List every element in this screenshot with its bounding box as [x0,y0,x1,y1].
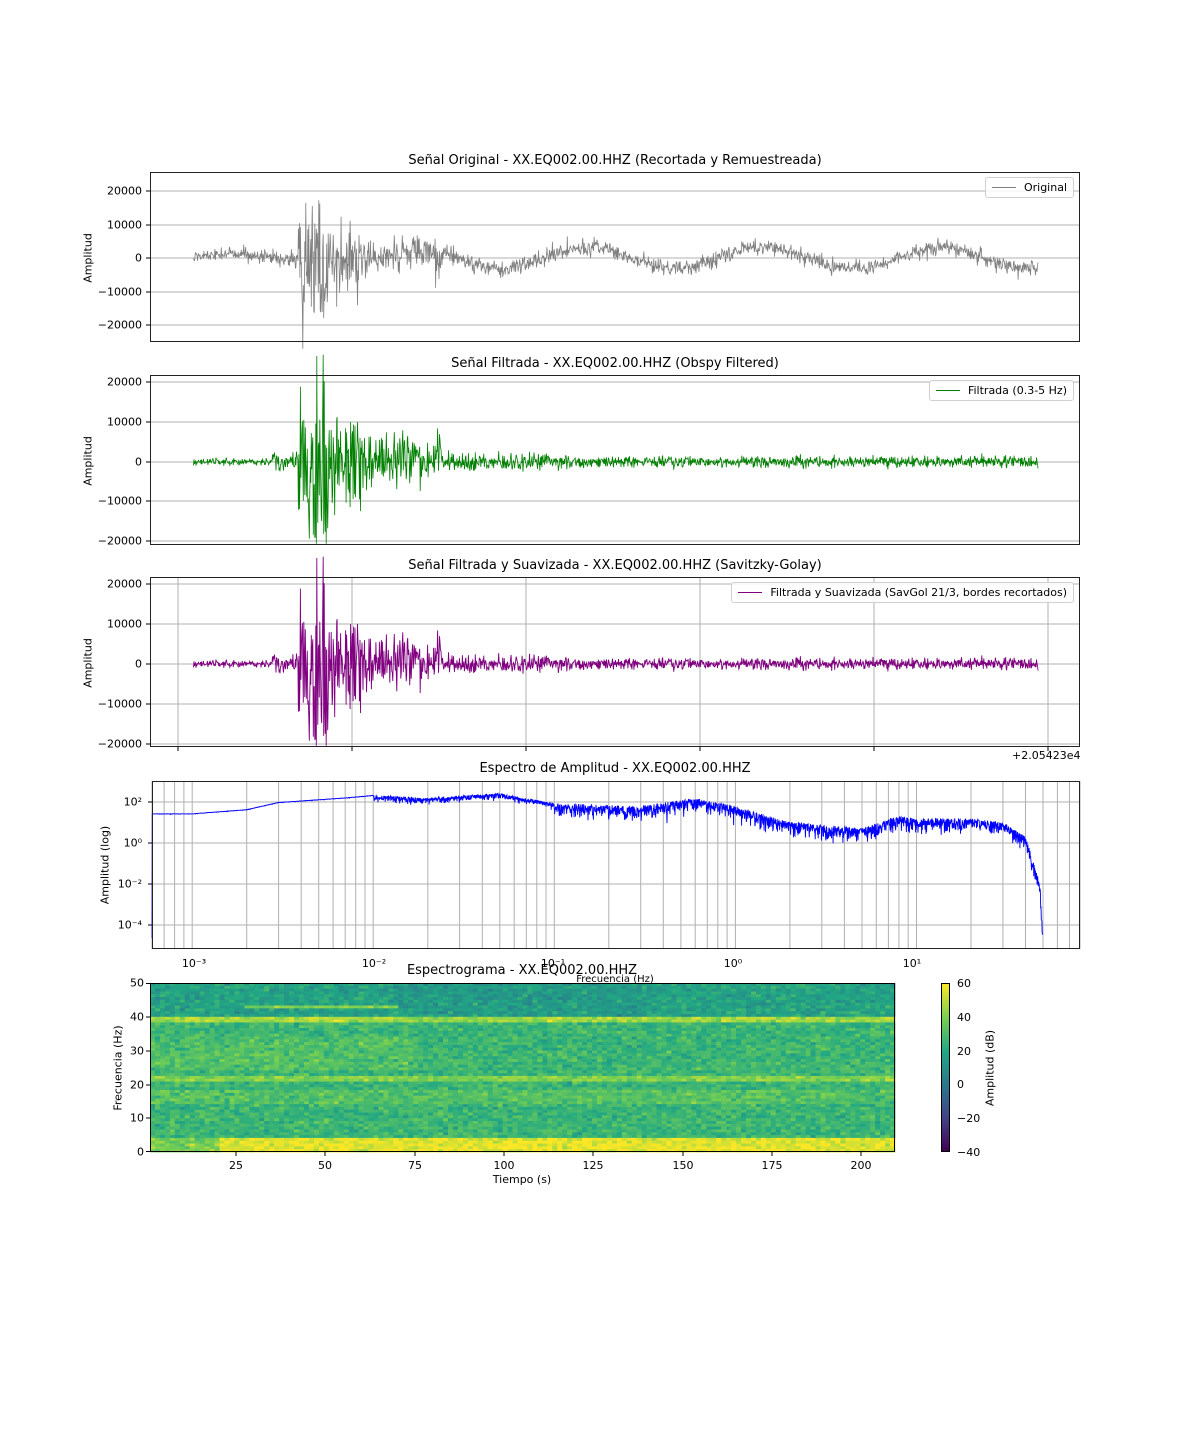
legend-label: Original [1023,181,1067,194]
ytick: 20000 [107,184,142,198]
xtick: 25 [229,1159,243,1172]
ytick: −20000 [97,737,142,751]
colorbar-tick: 40 [957,1011,971,1024]
ytick: 0 [135,251,142,265]
panel-original-ylabel: Amplitud [81,233,95,283]
panel-spectrogram-ylabel: Frecuencia (Hz) [111,1025,125,1111]
x-offset-text: +2.05423e4 [1012,749,1081,762]
ytick: 10² [123,795,142,809]
ytick: −20000 [97,318,142,332]
ytick: 0 [135,455,142,469]
ytick: 10⁰ [123,836,142,850]
panel-filtered-title: Señal Filtrada - XX.EQ002.00.HHZ (Obspy … [451,356,779,371]
colorbar-tick: 0 [957,1078,964,1091]
legend-label: Filtrada (0.3-5 Hz) [967,384,1067,397]
xtick: 200 [850,1159,872,1172]
ytick: 10000 [107,218,142,232]
panel-spectrum-xlabel: Frecuencia (Hz) [576,974,654,985]
panel-filtered-plot [146,354,1080,545]
colorbar-tick: 20 [957,1045,971,1058]
xtick: 175 [761,1159,783,1172]
legend-line-icon [738,592,763,593]
ytick: 10000 [107,617,142,631]
xtick: 50 [318,1159,332,1172]
xtick: 10⁻³ [181,957,207,970]
panel-spectrum-title: Espectro de Amplitud - XX.EQ002.00.HHZ [479,761,751,776]
panel-spectrum-ylabel: Amplitud (log) [98,825,112,905]
legend-label: Filtrada y Suavizada (SavGol 21/3, borde… [770,586,1067,599]
xtick: 10⁻¹ [540,957,566,970]
panel-smoothed-title: Señal Filtrada y Suavizada - XX.EQ002.00… [408,558,822,573]
ytick: 10⁻² [117,877,142,891]
xtick: 10⁰ [723,957,743,970]
ytick: 10 [130,1111,144,1125]
legend-line-icon [935,390,960,391]
legend-line-icon [991,187,1016,188]
xtick: 10¹ [902,957,922,970]
panel-spectrogram-xlabel: Tiempo (s) [492,1173,552,1186]
panel-original-plot [146,172,1080,349]
xtick: 150 [672,1159,694,1172]
panel-spectrum-plot [148,781,1081,949]
ytick: 30 [130,1044,144,1058]
ytick: 10000 [107,415,142,429]
ytick: −10000 [97,494,142,508]
panel-original-title: Señal Original - XX.EQ002.00.HHZ (Recort… [408,153,822,168]
ytick: −10000 [97,697,142,711]
ytick: 10⁻⁴ [117,918,142,932]
ytick: 20 [130,1078,144,1092]
ytick: 20000 [107,577,142,591]
ytick: 20000 [107,375,142,389]
ytick: 50 [130,976,144,990]
ytick: 40 [130,1010,144,1024]
xtick: 10⁻² [361,957,387,970]
panel-spectrogram-heatmap [146,983,896,1156]
ytick: −20000 [97,534,142,548]
ytick: 0 [137,1145,144,1159]
panel-filtered-legend: Filtrada (0.3-5 Hz) [928,380,1074,401]
ytick: 0 [135,657,142,671]
panel-filtered-ylabel: Amplitud [81,436,95,486]
colorbar-label: Amplitud (dB) [983,1029,997,1107]
panel-smoothed-ylabel: Amplitud [81,638,95,688]
panel-smoothed-legend: Filtrada y Suavizada (SavGol 21/3, borde… [731,582,1074,603]
xtick: 75 [408,1159,422,1172]
ytick: −10000 [97,285,142,299]
xtick: 125 [582,1159,604,1172]
xtick: 100 [493,1159,515,1172]
colorbar [941,983,950,1152]
panel-spectrogram-title: Espectrograma - XX.EQ002.00.HHZ [406,963,638,978]
colorbar-tick: 60 [957,977,971,990]
colorbar-tick: −20 [957,1112,981,1125]
panel-original-legend: Original [984,177,1074,198]
colorbar-tick: −40 [957,1146,981,1159]
